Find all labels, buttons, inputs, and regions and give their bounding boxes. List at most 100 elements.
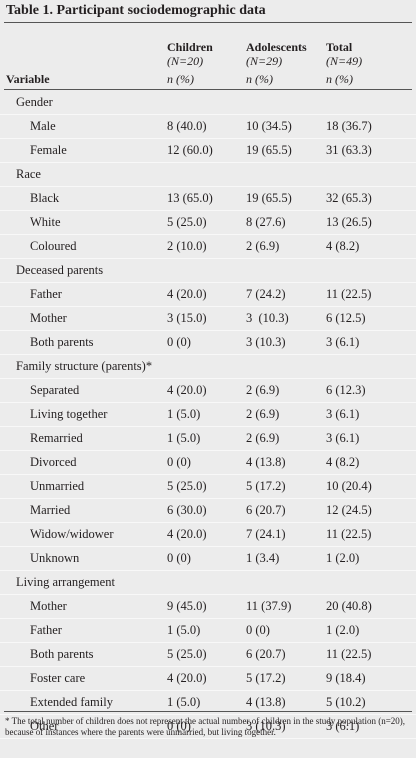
data-row: Remarried 1 (5.0) 2 (6.9) 3 (6.1) <box>0 427 416 451</box>
cell: 2 (6.9) <box>246 431 280 445</box>
header-cell: (N=49) <box>326 54 363 68</box>
data-row: Divorced 0 (0) 4 (13.8) 4 (8.2) <box>0 451 416 475</box>
cell: 13 (26.5) <box>326 215 372 229</box>
rule <box>4 711 412 712</box>
cell: 0 (0) <box>167 719 191 733</box>
row-label: Foster care <box>30 671 86 685</box>
cell: 4 (13.8) <box>246 455 286 469</box>
row-label: Both parents <box>30 335 94 349</box>
cell: 4 (20.0) <box>167 383 207 397</box>
cell: 31 (63.3) <box>326 143 372 157</box>
cell: 1 (5.0) <box>167 407 201 421</box>
cell: 3 (10.3) <box>246 335 286 349</box>
data-row: Father 4 (20.0) 7 (24.2) 11 (22.5) <box>0 283 416 307</box>
cell: 2 (6.9) <box>246 239 280 253</box>
cell: 12 (60.0) <box>167 143 213 157</box>
rule <box>4 22 412 23</box>
section-row: Gender <box>0 91 416 115</box>
data-row: Extended family 1 (5.0) 4 (13.8) 5 (10.2) <box>0 691 416 715</box>
cell: 6 (12.5) <box>326 311 366 325</box>
cell: 20 (40.8) <box>326 599 372 613</box>
cell: 18 (36.7) <box>326 119 372 133</box>
header-cell: n (%) <box>246 72 273 86</box>
cell: 1 (2.0) <box>326 551 360 565</box>
row-label: Extended family <box>30 695 113 709</box>
data-row: Black 13 (65.0) 19 (65.5) 32 (65.3) <box>0 187 416 211</box>
header-cell: n (%) <box>167 72 194 86</box>
cell: 5 (17.2) <box>246 671 286 685</box>
cell: 10 (20.4) <box>326 479 372 493</box>
cell: 5 (17.2) <box>246 479 286 493</box>
header-cell: (N=20) <box>167 54 204 68</box>
cell: 5 (25.0) <box>167 647 207 661</box>
table-header: Variable Children (N=20) n (%) Adolescents (… <box>0 40 416 88</box>
cell: 3 (6.1) <box>326 335 360 349</box>
header-cell: Adolescents <box>246 40 307 54</box>
row-label: Separated <box>30 383 80 397</box>
cell: 6 (30.0) <box>167 503 207 517</box>
cell: 6 (12.3) <box>326 383 366 397</box>
cell: 0 (0) <box>167 455 191 469</box>
cell: 0 (0) <box>167 335 191 349</box>
data-row: White 5 (25.0) 8 (27.6) 13 (26.5) <box>0 211 416 235</box>
cell: 9 (45.0) <box>167 599 207 613</box>
row-label: Male <box>30 119 56 133</box>
row-label: Unmarried <box>30 479 85 493</box>
row-label: Divorced <box>30 455 77 469</box>
section-label: Living arrangement <box>16 575 115 589</box>
data-row: Both parents 0 (0) 3 (10.3) 3 (6.1) <box>0 331 416 355</box>
cell: 4 (13.8) <box>246 695 286 709</box>
data-row: Mother 9 (45.0) 11 (37.9) 20 (40.8) <box>0 595 416 619</box>
cell: 1 (2.0) <box>326 623 360 637</box>
cell: 2 (10.0) <box>167 239 207 253</box>
cell: 7 (24.2) <box>246 287 286 301</box>
cell: 10 (34.5) <box>246 119 292 133</box>
cell: 7 (24.1) <box>246 527 286 541</box>
cell: 32 (65.3) <box>326 191 372 205</box>
table-title: Table 1. Participant sociodemographic da… <box>6 3 266 18</box>
header-cell: Children <box>167 40 213 54</box>
data-row: Both parents 5 (25.0) 6 (20.7) 11 (22.5) <box>0 643 416 667</box>
cell: 3 (10.3) <box>246 311 289 325</box>
row-label: Both parents <box>30 647 94 661</box>
data-row: Widow/widower 4 (20.0) 7 (24.1) 11 (22.5) <box>0 523 416 547</box>
row-label: Coloured <box>30 239 77 253</box>
data-row: Female 12 (60.0) 19 (65.5) 31 (63.3) <box>0 139 416 163</box>
cell: 8 (27.6) <box>246 215 286 229</box>
cell: 4 (20.0) <box>167 527 207 541</box>
cell: 4 (8.2) <box>326 455 360 469</box>
data-row: Other 0 (0) 3 (10.3) 3 (6.1) <box>0 715 416 739</box>
section-label: Gender <box>16 95 53 109</box>
cell: 6 (20.7) <box>246 647 286 661</box>
cell: 11 (22.5) <box>326 527 372 541</box>
row-label: Father <box>30 287 62 301</box>
row-label: Other <box>30 719 59 733</box>
cell: 5 (25.0) <box>167 215 207 229</box>
cell: 11 (22.5) <box>326 287 372 301</box>
data-row: Foster care 4 (20.0) 5 (17.2) 9 (18.4) <box>0 667 416 691</box>
cell: 19 (65.5) <box>246 191 292 205</box>
section-label: Family structure (parents)* <box>16 359 153 373</box>
cell: 1 (5.0) <box>167 695 201 709</box>
cell: 3 (6.1) <box>326 431 360 445</box>
section-label: Race <box>16 167 41 181</box>
cell: 9 (18.4) <box>326 671 366 685</box>
cell: 8 (40.0) <box>167 119 207 133</box>
section-row: Living arrangement <box>0 571 416 595</box>
row-label: Black <box>30 191 60 205</box>
table-body: Gender Male 8 (40.0) 10 (34.5) 18 (36.7) Fema… <box>0 91 416 739</box>
section-label: Deceased parents <box>16 263 104 277</box>
data-row: Separated 4 (20.0) 2 (6.9) 6 (12.3) <box>0 379 416 403</box>
row-label: Remarried <box>30 431 83 445</box>
cell: 2 (6.9) <box>246 383 280 397</box>
cell: 4 (20.0) <box>167 671 207 685</box>
cell: 3 (6.1) <box>326 719 360 733</box>
row-label: Mother <box>30 599 67 613</box>
row-label: Father <box>30 623 62 637</box>
data-row: Unmarried 5 (25.0) 5 (17.2) 10 (20.4) <box>0 475 416 499</box>
header-cell: Variable <box>6 72 50 86</box>
cell: 4 (20.0) <box>167 287 207 301</box>
section-row: Race <box>0 163 416 187</box>
cell: 5 (25.0) <box>167 479 207 493</box>
cell: 11 (22.5) <box>326 647 372 661</box>
